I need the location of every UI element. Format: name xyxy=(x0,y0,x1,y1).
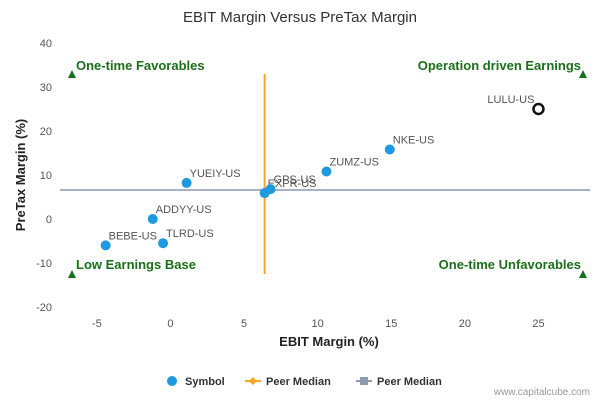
x-tick-label: 0 xyxy=(167,318,173,330)
point-label: YUEIY-US xyxy=(190,168,241,180)
point-label: ADDYY-US xyxy=(156,204,212,216)
x-axis-title: EBIT Margin (%) xyxy=(279,334,379,349)
plot-area: -5 0 5 10 15 20 25 -20 -10 0 10 20 30 40 One-time Favo… xyxy=(36,38,590,330)
quadrant-marker-icon xyxy=(579,270,587,278)
point-label: EXPR-US xyxy=(268,178,317,190)
point-label: TLRD-US xyxy=(166,228,214,240)
y-tick-label: 10 xyxy=(40,170,52,182)
x-tick-label: 20 xyxy=(459,318,471,330)
x-tick-label: 5 xyxy=(241,318,247,330)
data-point-highlighted xyxy=(532,102,545,116)
quadrant-marker-icon xyxy=(68,70,76,78)
credit-text: www.capitalcube.com xyxy=(493,387,590,398)
quadrant-marker-icon xyxy=(579,70,587,78)
y-tick-label: -10 xyxy=(36,258,52,270)
y-tick-label: 30 xyxy=(40,82,52,94)
point-label: BEBE-US xyxy=(109,230,157,242)
legend-diamond-icon xyxy=(249,377,257,385)
quadrant-label: Low Earnings Base xyxy=(76,257,196,272)
data-point xyxy=(384,144,395,155)
x-tick-label: 10 xyxy=(312,318,324,330)
data-point xyxy=(265,184,276,195)
chart-title: EBIT Margin Versus PreTax Margin xyxy=(183,9,417,26)
data-point xyxy=(321,166,332,177)
x-tick-label: 15 xyxy=(385,318,397,330)
x-tick-label: -5 xyxy=(92,318,102,330)
legend-square-icon xyxy=(360,377,368,385)
data-point xyxy=(147,214,158,224)
legend-label: Symbol xyxy=(185,376,225,388)
quadrant-marker-icon xyxy=(68,270,76,278)
data-point xyxy=(100,240,111,251)
y-axis-title: PreTax Margin (%) xyxy=(13,119,28,231)
point-label: ZUMZ-US xyxy=(329,156,379,168)
legend-label: Peer Median xyxy=(377,376,442,388)
x-tick-label: 25 xyxy=(532,318,544,330)
data-point xyxy=(181,177,192,188)
quadrant-label: One-time Favorables xyxy=(76,58,205,73)
legend-symbol-icon xyxy=(167,376,177,386)
quadrant-label: Operation driven Earnings xyxy=(418,58,581,73)
y-tick-label: 0 xyxy=(46,214,52,226)
y-tick-label: 20 xyxy=(40,126,52,138)
y-tick-label: 40 xyxy=(40,38,52,50)
point-label: NKE-US xyxy=(393,134,435,146)
data-point xyxy=(158,238,169,249)
legend-label: Peer Median xyxy=(266,376,331,388)
legend: Symbol Peer Median Peer Median xyxy=(167,376,442,388)
point-label: LULU-US xyxy=(487,94,534,106)
point-label: GPS-US xyxy=(274,174,316,186)
quadrant-label: One-time Unfavorables xyxy=(439,257,581,272)
y-tick-label: -20 xyxy=(36,302,52,314)
